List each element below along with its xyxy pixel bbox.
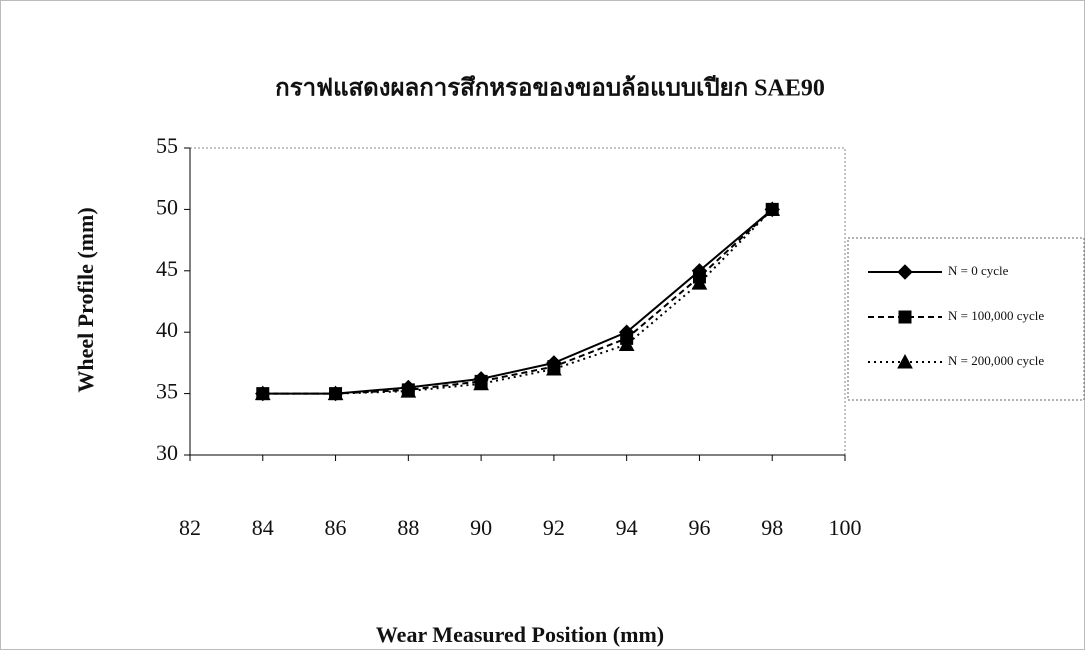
y-tick-label: 55 <box>156 133 178 158</box>
legend-label: N = 200,000 cycle <box>948 353 1044 368</box>
chart: กราฟแสดงผลการสึกหรอของขอบล้อแบบเปียก SAE… <box>0 0 1085 650</box>
marker <box>899 311 911 323</box>
x-tick-label: 94 <box>616 515 638 540</box>
y-tick-label: 50 <box>156 194 178 219</box>
x-tick-label: 92 <box>543 515 565 540</box>
y-tick-label: 40 <box>156 317 178 342</box>
x-tick-label: 98 <box>761 515 783 540</box>
chart-title: กราฟแสดงผลการสึกหรอของขอบล้อแบบเปียก SAE… <box>275 75 825 102</box>
x-tick-label: 82 <box>179 515 201 540</box>
x-tick-label: 84 <box>252 515 274 540</box>
x-tick-label: 88 <box>397 515 419 540</box>
y-tick-label: 45 <box>156 256 178 281</box>
legend-label: N = 0 cycle <box>948 263 1009 278</box>
x-axis-label: Wear Measured Position (mm) <box>376 622 664 647</box>
legend-label: N = 100,000 cycle <box>948 308 1044 323</box>
y-tick-label: 35 <box>156 379 178 404</box>
x-tick-label: 96 <box>688 515 710 540</box>
y-axis-label: Wheel Profile (mm) <box>73 207 98 392</box>
x-tick-label: 86 <box>325 515 347 540</box>
y-tick-label: 30 <box>156 440 178 465</box>
page: กราฟแสดงผลการสึกหรอของขอบล้อแบบเปียก SAE… <box>0 0 1085 650</box>
x-tick-label: 90 <box>470 515 492 540</box>
x-tick-label: 100 <box>829 515 862 540</box>
